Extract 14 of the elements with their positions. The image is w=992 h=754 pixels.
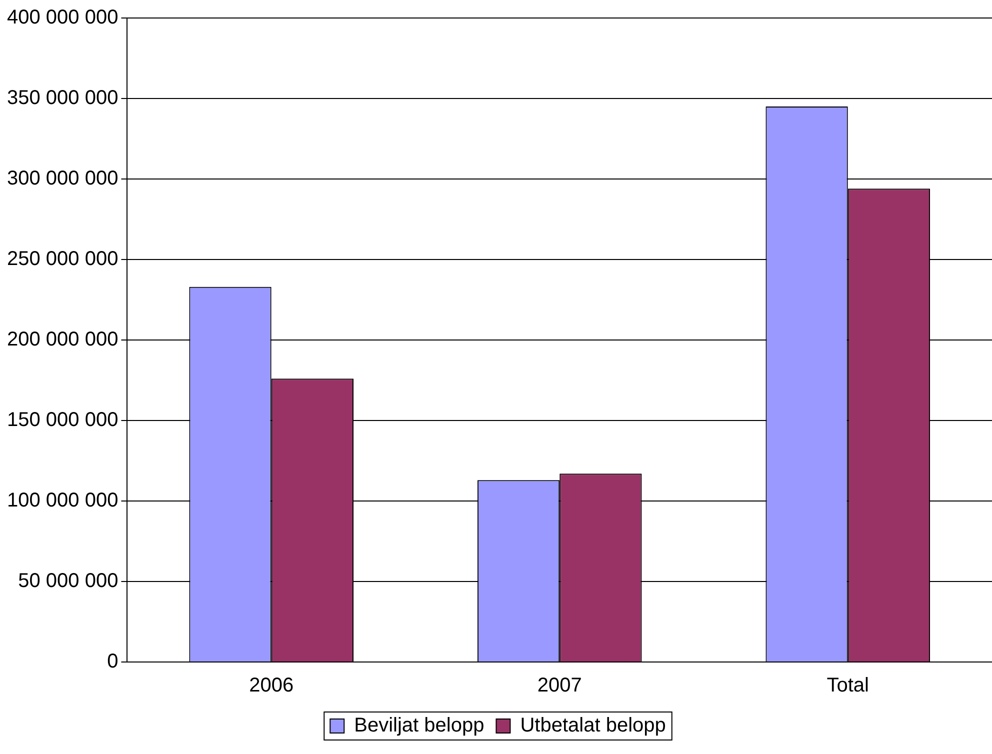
- x-tick-label: 2006: [249, 674, 294, 697]
- y-tick-label: 350 000 000: [6, 87, 118, 110]
- legend-label: Beviljat belopp: [354, 714, 484, 737]
- y-tick-label: 0: [107, 650, 118, 673]
- x-tick-label: 2007: [537, 674, 582, 697]
- y-tick-label: 50 000 000: [18, 570, 118, 592]
- legend-label: Utbetalat belopp: [520, 714, 666, 737]
- y-tick-label: 300 000 000: [6, 168, 118, 190]
- y-tick-label: 200 000 000: [6, 328, 118, 351]
- x-tick-label: Total: [826, 674, 869, 697]
- y-tick-label: 250 000 000: [6, 248, 118, 270]
- y-tick-label: 400 000 000: [6, 6, 118, 29]
- y-tick-label: 150 000 000: [6, 409, 118, 432]
- y-tick-label: 100 000 000: [6, 490, 118, 512]
